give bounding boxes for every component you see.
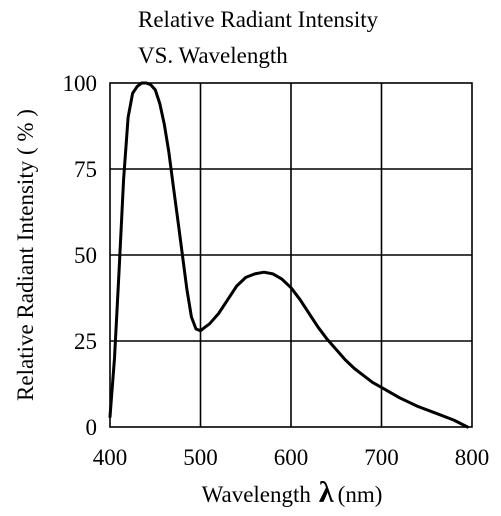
plot-frame bbox=[109, 82, 473, 428]
y-tick-label: 25 bbox=[74, 329, 97, 354]
chart-title-line-1: Relative Radiant Intensity bbox=[138, 7, 379, 32]
x-tick-label: 400 bbox=[93, 445, 128, 470]
x-tick-label: 500 bbox=[183, 445, 218, 470]
grid-lines bbox=[110, 83, 472, 427]
x-axis-unit: (nm) bbox=[338, 482, 383, 507]
y-tick-labels: 0 25 50 75 100 bbox=[63, 71, 98, 440]
y-tick-label: 100 bbox=[63, 71, 98, 96]
x-tick-label: 600 bbox=[274, 445, 309, 470]
x-axis-label: Wavelength λ (nm) bbox=[202, 476, 383, 509]
series-line bbox=[108, 81, 469, 429]
y-tick-label: 75 bbox=[74, 157, 97, 182]
y-axis-label: Relative Radiant Intensity ( % ) bbox=[13, 109, 38, 401]
y-tick-label: 50 bbox=[74, 243, 97, 268]
y-tick-label: 0 bbox=[86, 415, 98, 440]
x-tick-label: 800 bbox=[455, 445, 490, 470]
x-tick-label: 700 bbox=[364, 445, 399, 470]
chart-title-line-2: VS. Wavelength bbox=[138, 43, 288, 68]
x-tick-labels: 400 500 600 700 800 bbox=[93, 445, 490, 470]
x-axis-label-text: Wavelength bbox=[202, 482, 312, 507]
lambda-symbol: λ bbox=[319, 476, 334, 509]
